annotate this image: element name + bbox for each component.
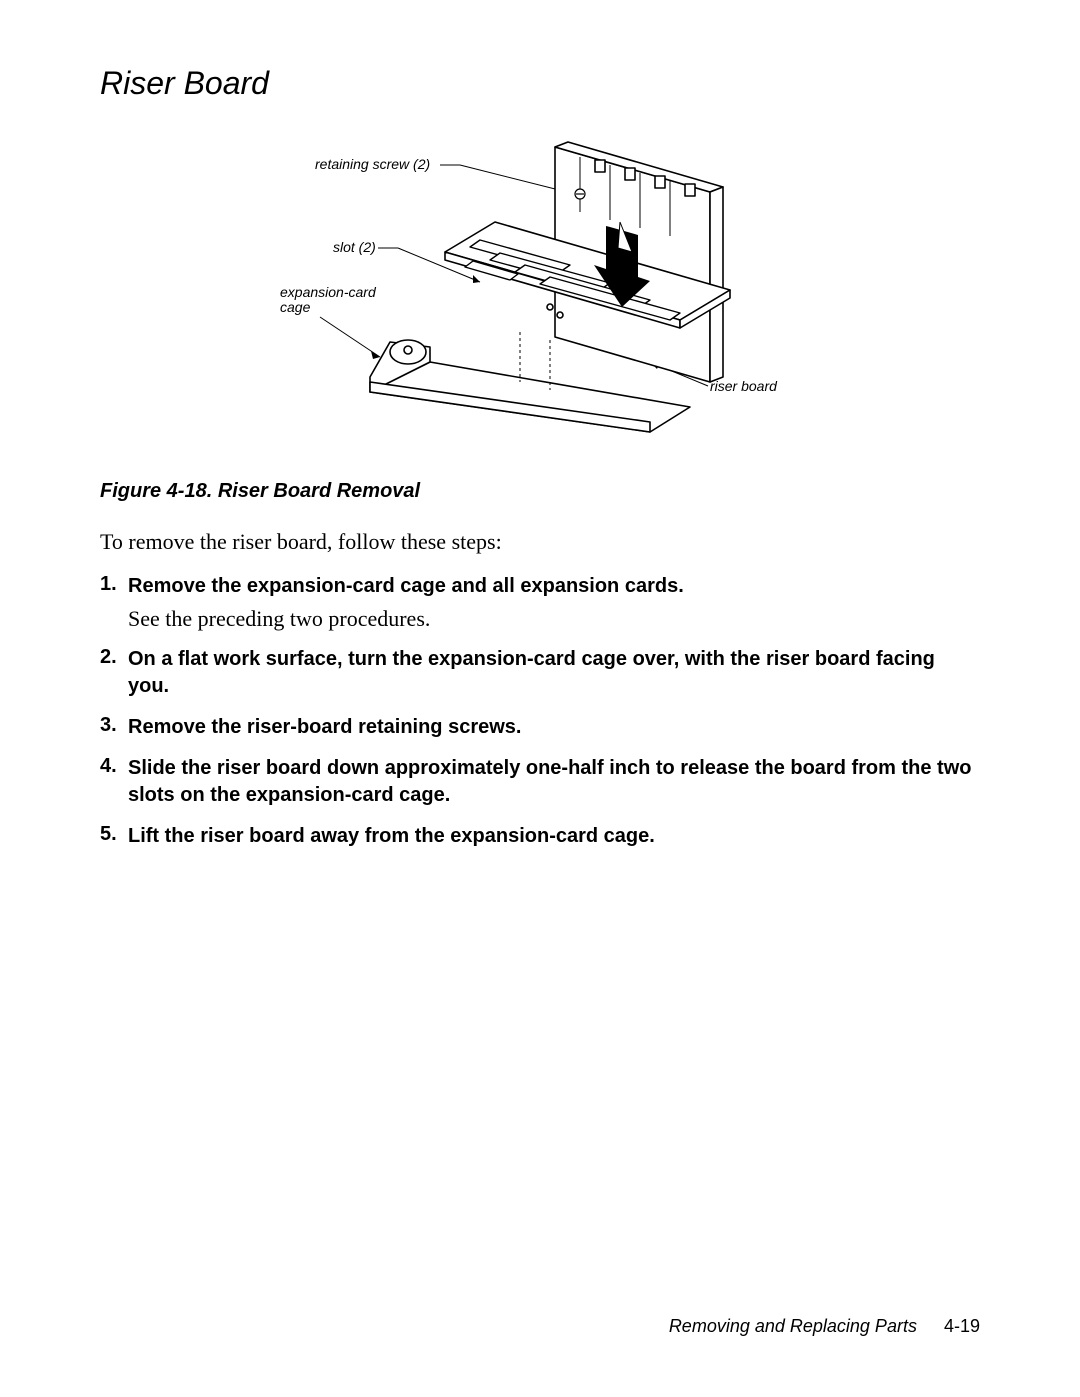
section-title: Riser Board xyxy=(100,65,980,102)
step-bold: On a flat work surface, turn the expansi… xyxy=(128,646,980,700)
figure-caption: Figure 4-18. Riser Board Removal xyxy=(100,480,980,503)
retaining-screw-shape xyxy=(575,189,585,199)
page: Riser Board retaining screw (2) slot (2)… xyxy=(0,0,1080,1397)
intro-text: To remove the riser board, follow these … xyxy=(100,529,980,555)
steps-list: 1. Remove the expansion-card cage and al… xyxy=(100,573,980,850)
riser-board-diagram: retaining screw (2) slot (2) expansion-c… xyxy=(260,122,820,452)
step-sub: See the preceding two procedures. xyxy=(128,606,980,632)
step-number: 5. xyxy=(100,823,128,850)
figure-wrap: retaining screw (2) slot (2) expansion-c… xyxy=(100,122,980,452)
step-number: 2. xyxy=(100,646,128,700)
step-bold: Lift the riser board away from the expan… xyxy=(128,823,980,850)
callout-expansion-card-cage-l1: expansion-card xyxy=(280,284,377,300)
page-footer: Removing and Replacing Parts 4-19 xyxy=(669,1316,980,1337)
footer-page-number: 4-19 xyxy=(944,1316,980,1336)
step-bold: Slide the riser board down approximately… xyxy=(128,755,980,809)
step-number: 3. xyxy=(100,714,128,741)
step-5: 5. Lift the riser board away from the ex… xyxy=(100,823,980,850)
step-4: 4. Slide the riser board down approximat… xyxy=(100,755,980,809)
footer-chapter: Removing and Replacing Parts xyxy=(669,1316,917,1336)
step-3: 3. Remove the riser-board retaining scre… xyxy=(100,714,980,741)
step-1: 1. Remove the expansion-card cage and al… xyxy=(100,573,980,632)
callout-retaining-screw: retaining screw (2) xyxy=(315,156,430,172)
step-bold: Remove the expansion-card cage and all e… xyxy=(128,573,980,600)
callout-expansion-card-cage-l2: cage xyxy=(280,299,311,315)
callout-slot: slot (2) xyxy=(333,239,376,255)
step-number: 4. xyxy=(100,755,128,809)
callout-riser-board: riser board xyxy=(710,378,778,394)
step-number: 1. xyxy=(100,573,128,632)
step-bold: Remove the riser-board retaining screws. xyxy=(128,714,980,741)
step-2: 2. On a flat work surface, turn the expa… xyxy=(100,646,980,700)
